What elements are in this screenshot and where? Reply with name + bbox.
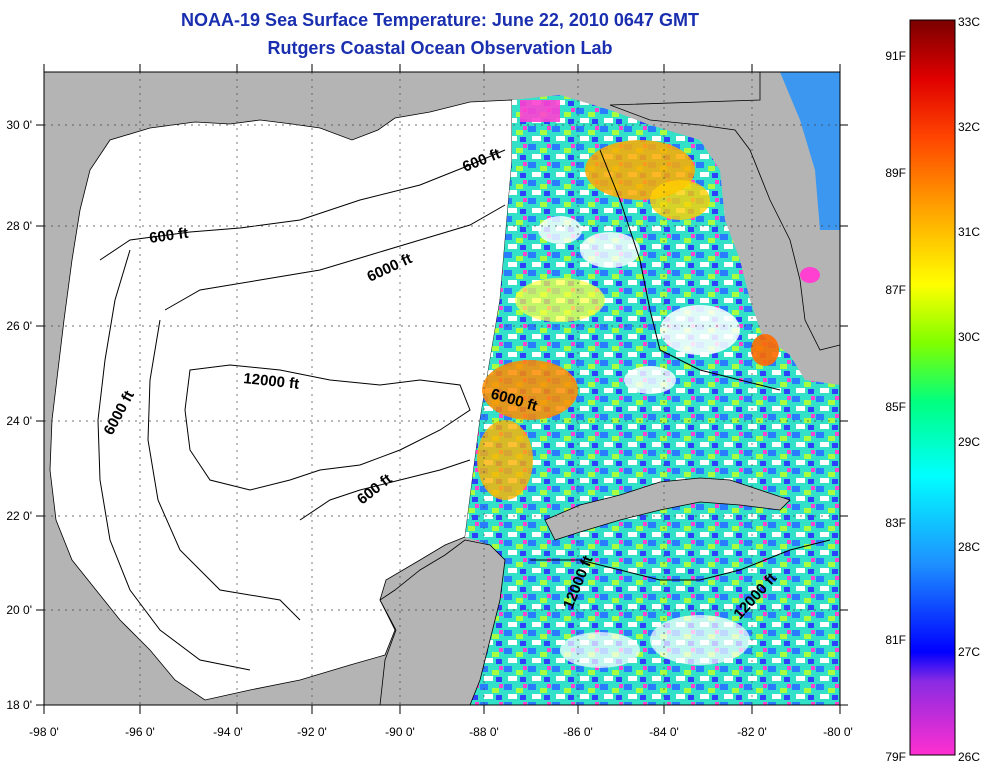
cool-patch xyxy=(800,267,820,283)
lat-tick: 30 0' xyxy=(6,118,32,132)
celsius-label: 29C xyxy=(958,435,980,449)
lon-tick-labels: -98 0' -96 0' -94 0' -92 0' -90 0' -88 0… xyxy=(29,725,853,739)
contour-600ft-north xyxy=(99,149,506,261)
contour-6000ft xyxy=(164,204,506,311)
warm-patch xyxy=(751,334,779,366)
florida-land xyxy=(609,72,840,351)
lon-tick: -92 0' xyxy=(297,725,327,739)
map-area xyxy=(44,72,840,705)
warm-patch xyxy=(650,180,710,220)
fahrenheit-label: 79F xyxy=(885,750,906,764)
cloud-patch xyxy=(624,366,676,394)
celsius-label: 33C xyxy=(958,15,980,29)
yucatan-land xyxy=(379,539,506,705)
cloud-patch xyxy=(580,232,640,268)
lon-tick: -88 0' xyxy=(469,725,499,739)
contour-east-12000 xyxy=(530,539,831,581)
fahrenheit-label: 89F xyxy=(885,166,906,180)
colorbar: 33C 32C 31C 30C 29C 28C 27C 26C 91F 89F … xyxy=(885,15,980,764)
lon-tick: -94 0' xyxy=(213,725,243,739)
contour-12000ft xyxy=(184,364,471,491)
atlantic-sst xyxy=(780,72,840,230)
contour-east-shelf xyxy=(599,149,781,391)
lon-tick: -96 0' xyxy=(125,725,155,739)
lon-tick: -82 0' xyxy=(737,725,767,739)
cloud-patch xyxy=(660,305,740,355)
celsius-label: 26C xyxy=(958,750,980,764)
gulf-no-data-region xyxy=(49,99,513,701)
colorbar-celsius-labels: 33C 32C 31C 30C 29C 28C 27C 26C xyxy=(958,15,980,764)
contour-label: 600 ft xyxy=(148,225,189,247)
bathymetry-contours xyxy=(97,149,831,671)
map-title: NOAA-19 Sea Surface Temperature: June 22… xyxy=(181,10,699,30)
lat-tick-labels: 18 0' 20 0' 22 0' 24 0' 26 0' 28 0' 30 0… xyxy=(6,118,32,712)
cool-patch xyxy=(520,100,560,122)
contour-600ft-west xyxy=(97,249,251,671)
fahrenheit-label: 85F xyxy=(885,400,906,414)
fahrenheit-label: 83F xyxy=(885,516,906,530)
colorbar-gradient xyxy=(909,19,956,756)
lon-tick: -90 0' xyxy=(385,725,415,739)
graticule xyxy=(44,72,840,705)
lon-tick: -80 0' xyxy=(823,725,853,739)
cloud-patch xyxy=(650,615,750,665)
celsius-label: 28C xyxy=(958,540,980,554)
cloud-patch xyxy=(538,216,582,244)
contour-6000ft-west xyxy=(147,319,301,621)
celsius-label: 27C xyxy=(958,645,980,659)
lon-tick: -98 0' xyxy=(29,725,59,739)
lat-tick: 22 0' xyxy=(6,509,32,523)
contour-label: 12000 ft xyxy=(243,370,300,393)
fahrenheit-label: 81F xyxy=(885,633,906,647)
lon-tick: -84 0' xyxy=(649,725,679,739)
map-subtitle: Rutgers Coastal Ocean Observation Lab xyxy=(267,38,613,58)
warm-patch xyxy=(482,360,578,420)
colorbar-fahrenheit-labels: 91F 89F 87F 85F 83F 81F 79F xyxy=(885,49,906,764)
contour-600ft-south xyxy=(299,459,471,521)
cloud-patch xyxy=(560,632,640,668)
lat-tick: 26 0' xyxy=(6,319,32,333)
lat-tick: 28 0' xyxy=(6,219,32,233)
warm-patch xyxy=(515,278,605,322)
lat-tick: 18 0' xyxy=(6,698,32,712)
fahrenheit-label: 87F xyxy=(885,283,906,297)
fahrenheit-label: 91F xyxy=(885,49,906,63)
lon-tick: -86 0' xyxy=(563,725,593,739)
lat-tick: 20 0' xyxy=(6,603,32,617)
warm-patch xyxy=(477,420,533,500)
celsius-label: 30C xyxy=(958,330,980,344)
cuba-land xyxy=(544,477,791,541)
celsius-label: 31C xyxy=(958,225,980,239)
sst-data-region xyxy=(465,95,840,705)
map-frame xyxy=(43,71,841,706)
celsius-label: 32C xyxy=(958,120,980,134)
lat-tick: 24 0' xyxy=(6,414,32,428)
frame-ticks xyxy=(36,64,848,714)
